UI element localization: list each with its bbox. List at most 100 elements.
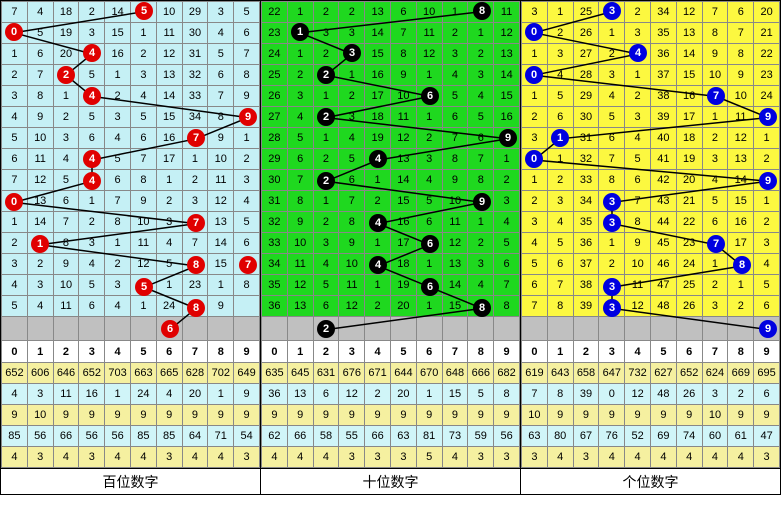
grid-cell: 12 [339, 296, 365, 317]
footer-cell: 9 [599, 405, 625, 426]
grid-cell: 1 [287, 2, 313, 23]
footer-cell: 20 [182, 384, 208, 405]
grid-cell: 8 [728, 44, 754, 65]
grid-cell: 8 [130, 170, 156, 191]
footer-row: 619643658647732627652624669695 [522, 363, 780, 384]
grid-cell: 1 [416, 254, 442, 275]
grid-cell: 1 [599, 23, 625, 44]
grid-cell: 5 [79, 65, 105, 86]
ball-marker: 4 [369, 214, 387, 232]
grid-cell: 6 [416, 212, 442, 233]
footer-cell: 6 [313, 384, 339, 405]
grid-cell: 3 [313, 233, 339, 254]
footer-cell: 606 [27, 363, 53, 384]
grid-cell: 3 [79, 23, 105, 44]
grid-cell: 12 [625, 296, 651, 317]
footer-cell: 81 [416, 426, 442, 447]
grid-cell: 26 [262, 86, 288, 107]
grid-row: 351251111961447 [262, 275, 520, 296]
grid-cell: 4 [702, 170, 728, 191]
footer-cell: 627 [650, 363, 676, 384]
grid-cell [573, 317, 599, 341]
grid-row: 296254133871 [262, 149, 520, 170]
ball-marker: 2 [317, 66, 335, 84]
grid-cell: 13 [365, 2, 391, 23]
ball-marker: 9 [759, 108, 777, 126]
grid-cell: 9 [625, 233, 651, 254]
footer-cell: 4 [182, 447, 208, 468]
footer-cell: 9 [442, 405, 468, 426]
grid-cell: 4 [156, 233, 182, 254]
grid-cell [522, 317, 548, 341]
grid-cell: 2 [313, 2, 339, 23]
grid-cell: 17 [156, 149, 182, 170]
grid-cell: 11 [494, 2, 520, 23]
header-cell: 4 [625, 341, 651, 363]
grid-cell: 18 [365, 107, 391, 128]
grid-cell: 1 [105, 233, 131, 254]
footer-cell: 670 [416, 363, 442, 384]
footer-cell: 9 [416, 405, 442, 426]
footer-cell: 4 [53, 447, 79, 468]
grid-cell: 1 [208, 275, 234, 296]
grid-cell [182, 317, 208, 341]
grid-row: 13272436149822 [522, 44, 780, 65]
footer-cell: 61 [728, 426, 754, 447]
grid-cell: 6 [105, 170, 131, 191]
grid-row: 6 [2, 317, 260, 341]
footer-cell: 2 [728, 384, 754, 405]
grid-cell: 38 [573, 275, 599, 296]
header-row: 0123456789 [262, 341, 520, 363]
footer-cell: 16 [79, 384, 105, 405]
grid-cell: 29 [573, 86, 599, 107]
grid-cell: 15 [494, 86, 520, 107]
grid-cell: 3 [53, 128, 79, 149]
grid-cell: 16 [390, 212, 416, 233]
grid-cell: 8 [105, 212, 131, 233]
grid-cell: 17 [390, 233, 416, 254]
grid-cell: 5 [547, 233, 573, 254]
grid-cell: 6 [468, 128, 494, 149]
footer-cell: 3 [468, 447, 494, 468]
footer-cell: 59 [468, 426, 494, 447]
grid-cell: 11 [339, 275, 365, 296]
footer-cell: 62 [262, 426, 288, 447]
grid-cell: 10 [339, 254, 365, 275]
grid-row: 27423181116516 [262, 107, 520, 128]
footer-row: 78390124826326 [522, 384, 780, 405]
grid-cell: 4 [416, 170, 442, 191]
ball-marker: 0 [525, 66, 543, 84]
grid-cell: 1 [522, 44, 548, 65]
ball-marker: 3 [603, 299, 621, 317]
grid-cell: 8 [702, 23, 728, 44]
grid-cell: 16 [365, 65, 391, 86]
grid-cell: 3 [339, 107, 365, 128]
grid-cell: 6 [208, 65, 234, 86]
grid-cell: 12 [416, 44, 442, 65]
footer-cell: 7 [522, 384, 548, 405]
grid-cell: 5 [234, 212, 260, 233]
header-cell: 2 [573, 341, 599, 363]
grid-row: 307261144982 [262, 170, 520, 191]
ball-marker: 8 [473, 299, 491, 317]
grid-cell: 33 [182, 86, 208, 107]
grid-cell: 1 [522, 86, 548, 107]
grid-cell: 6 [599, 128, 625, 149]
ball-marker: 9 [759, 172, 777, 190]
ball-marker: 4 [83, 87, 101, 105]
grid-cell: 11 [416, 23, 442, 44]
grid-cell: 48 [650, 296, 676, 317]
grid-cell: 3 [522, 212, 548, 233]
grid-cell: 10 [625, 254, 651, 275]
grid-cell: 6 [2, 149, 28, 170]
grid-cell: 7 [2, 170, 28, 191]
header-cell: 8 [468, 341, 494, 363]
grid-cell: 3 [313, 23, 339, 44]
grid-cell: 5 [442, 86, 468, 107]
footer-cell: 71 [208, 426, 234, 447]
footer-cell: 669 [728, 363, 754, 384]
header-cell: 1 [27, 341, 53, 363]
grid-cell: 10 [130, 212, 156, 233]
footer-cell: 54 [234, 426, 260, 447]
grid-cell: 5 [468, 107, 494, 128]
